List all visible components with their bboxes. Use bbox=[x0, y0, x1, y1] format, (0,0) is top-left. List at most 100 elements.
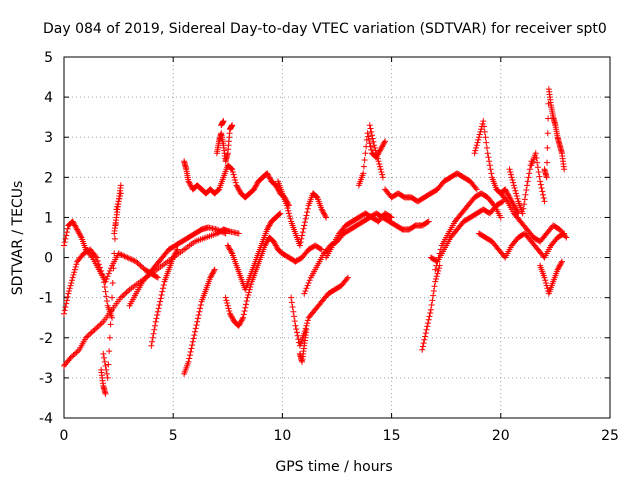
data-point bbox=[301, 290, 308, 297]
data-point bbox=[265, 172, 272, 179]
series-track-u bbox=[366, 122, 386, 181]
data-point bbox=[293, 326, 300, 333]
data-point bbox=[98, 320, 105, 327]
series-track-o bbox=[275, 178, 330, 249]
data-point bbox=[88, 329, 95, 336]
series-track-l bbox=[218, 118, 227, 129]
data-point bbox=[366, 136, 373, 143]
data-point bbox=[422, 333, 429, 340]
x-tick-label: 0 bbox=[60, 428, 69, 444]
data-point bbox=[433, 262, 440, 269]
data-point bbox=[272, 242, 279, 249]
data-point bbox=[157, 295, 164, 302]
data-point bbox=[108, 308, 115, 315]
data-point bbox=[490, 201, 497, 208]
data-point bbox=[153, 315, 160, 322]
data-point bbox=[503, 197, 510, 204]
data-point bbox=[103, 298, 110, 305]
data-point bbox=[229, 166, 236, 173]
data-point bbox=[368, 128, 375, 135]
data-point bbox=[521, 196, 528, 203]
data-point bbox=[303, 326, 310, 333]
series-track-ad bbox=[537, 258, 565, 297]
data-point bbox=[192, 328, 199, 335]
data-point bbox=[544, 130, 551, 137]
data-point bbox=[103, 275, 110, 282]
data-point bbox=[93, 325, 100, 332]
data-point bbox=[117, 182, 124, 189]
data-point bbox=[226, 308, 233, 315]
data-point bbox=[273, 243, 280, 250]
data-point bbox=[299, 229, 306, 236]
series-track-y bbox=[432, 190, 504, 273]
data-point bbox=[77, 233, 84, 240]
data-point bbox=[273, 183, 280, 190]
data-point bbox=[194, 315, 201, 322]
data-point bbox=[292, 322, 299, 329]
data-point bbox=[283, 202, 290, 209]
data-point bbox=[69, 353, 76, 360]
series-track-s bbox=[323, 210, 395, 261]
data-point bbox=[216, 227, 223, 234]
data-point bbox=[562, 233, 569, 240]
data-point bbox=[424, 219, 431, 226]
x-tick-label: 25 bbox=[601, 428, 619, 444]
data-point bbox=[188, 345, 195, 352]
data-point bbox=[223, 297, 230, 304]
data-point bbox=[243, 298, 250, 305]
data-point bbox=[155, 305, 162, 312]
data-point bbox=[471, 150, 478, 157]
y-axis-label: SDTVAR / TECUs bbox=[10, 181, 26, 296]
data-point bbox=[343, 275, 350, 282]
data-point bbox=[425, 316, 432, 323]
data-point bbox=[226, 310, 233, 317]
data-point bbox=[62, 304, 69, 311]
x-tick-label: 5 bbox=[169, 428, 178, 444]
data-point bbox=[171, 251, 178, 258]
series-track-aa bbox=[475, 230, 568, 261]
data-point bbox=[101, 354, 108, 361]
data-point bbox=[288, 294, 295, 301]
data-point bbox=[189, 342, 196, 349]
data-point bbox=[368, 132, 375, 139]
y-tick-label: 4 bbox=[44, 90, 53, 106]
data-point bbox=[433, 275, 440, 282]
data-point bbox=[298, 235, 305, 242]
data-point bbox=[61, 239, 68, 246]
data-point bbox=[194, 318, 201, 325]
data-point bbox=[61, 242, 67, 249]
y-tick-label: -2 bbox=[39, 331, 53, 347]
data-point bbox=[277, 210, 284, 217]
data-point bbox=[430, 287, 437, 294]
data-point bbox=[437, 246, 444, 253]
data-point bbox=[362, 150, 369, 157]
data-point bbox=[284, 205, 291, 212]
data-point bbox=[102, 362, 109, 369]
data-point bbox=[66, 285, 73, 292]
data-point bbox=[511, 185, 518, 192]
data-point bbox=[125, 255, 132, 262]
data-point bbox=[541, 274, 548, 281]
data-point bbox=[533, 154, 540, 161]
data-point bbox=[513, 207, 520, 214]
series-track-ab bbox=[497, 190, 570, 245]
data-point bbox=[87, 330, 94, 337]
data-point bbox=[526, 166, 533, 173]
series-track-d bbox=[100, 190, 124, 381]
data-point bbox=[100, 350, 107, 357]
data-point bbox=[512, 187, 519, 194]
data-point bbox=[215, 227, 222, 234]
data-point bbox=[366, 122, 373, 129]
series-track-i bbox=[181, 158, 292, 209]
data-point bbox=[543, 282, 550, 289]
data-point bbox=[151, 326, 158, 333]
data-point bbox=[209, 270, 216, 277]
data-point bbox=[510, 179, 517, 186]
data-point bbox=[160, 285, 167, 292]
data-point bbox=[62, 235, 69, 242]
data-point bbox=[70, 271, 77, 278]
data-point bbox=[288, 299, 295, 306]
chart-title: Day 084 of 2019, Sidereal Day-to-day VTE… bbox=[43, 21, 607, 37]
grid bbox=[64, 57, 610, 418]
data-point bbox=[522, 191, 529, 198]
